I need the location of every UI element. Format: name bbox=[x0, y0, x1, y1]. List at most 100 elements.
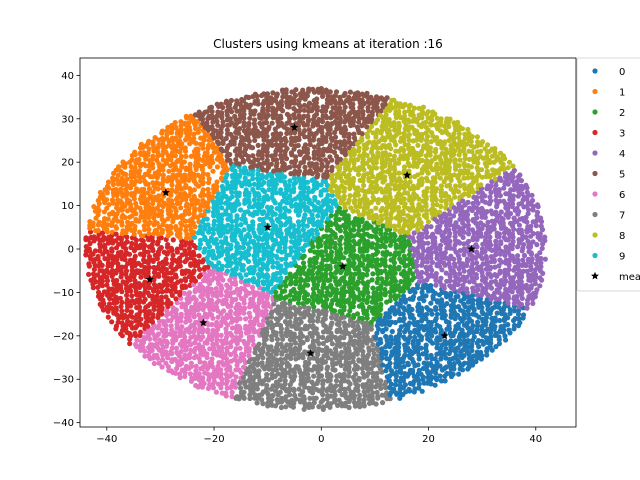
data-point-cluster-1 bbox=[195, 161, 201, 167]
data-point-cluster-3 bbox=[108, 305, 115, 311]
data-point-cluster-3 bbox=[122, 257, 128, 263]
data-point-cluster-3 bbox=[182, 276, 188, 282]
data-point-cluster-6 bbox=[182, 352, 188, 358]
data-point-cluster-3 bbox=[168, 300, 174, 306]
data-point-cluster-5 bbox=[220, 119, 226, 125]
data-point-cluster-3 bbox=[173, 289, 179, 295]
data-point-cluster-1 bbox=[159, 208, 165, 214]
data-point-cluster-2 bbox=[364, 220, 370, 226]
data-point-cluster-6 bbox=[263, 308, 269, 314]
data-point-cluster-8 bbox=[341, 201, 347, 207]
data-point-cluster-3 bbox=[138, 329, 144, 335]
data-point-cluster-2 bbox=[387, 251, 393, 257]
data-point-cluster-6 bbox=[242, 305, 248, 311]
data-point-cluster-1 bbox=[105, 183, 111, 189]
data-point-cluster-1 bbox=[146, 204, 152, 211]
data-point-cluster-8 bbox=[409, 201, 415, 207]
data-point-cluster-9 bbox=[312, 194, 318, 200]
data-point-cluster-1 bbox=[210, 141, 216, 147]
data-point-cluster-1 bbox=[158, 213, 164, 219]
data-point-cluster-1 bbox=[178, 205, 184, 211]
data-point-cluster-8 bbox=[382, 174, 388, 180]
data-point-cluster-7 bbox=[332, 367, 338, 373]
data-point-cluster-6 bbox=[160, 318, 166, 324]
data-point-cluster-6 bbox=[202, 360, 208, 366]
data-point-cluster-1 bbox=[182, 120, 188, 126]
data-point-cluster-2 bbox=[288, 278, 294, 285]
data-point-cluster-3 bbox=[145, 290, 151, 296]
data-point-cluster-8 bbox=[336, 194, 342, 200]
data-point-cluster-5 bbox=[233, 157, 239, 163]
data-point-cluster-8 bbox=[392, 183, 398, 189]
data-point-cluster-7 bbox=[325, 364, 331, 370]
data-point-cluster-3 bbox=[104, 267, 110, 273]
data-point-cluster-3 bbox=[87, 240, 93, 247]
data-point-cluster-9 bbox=[210, 231, 216, 237]
data-point-cluster-1 bbox=[187, 165, 193, 171]
data-point-cluster-2 bbox=[332, 240, 338, 247]
data-point-cluster-1 bbox=[205, 172, 211, 178]
data-point-cluster-2 bbox=[382, 268, 388, 274]
data-point-cluster-6 bbox=[193, 363, 199, 369]
data-point-cluster-1 bbox=[210, 168, 216, 174]
data-point-cluster-3 bbox=[115, 261, 121, 267]
data-point-cluster-3 bbox=[173, 296, 179, 302]
data-point-cluster-3 bbox=[95, 253, 101, 260]
data-point-cluster-2 bbox=[391, 231, 397, 237]
data-point-cluster-3 bbox=[104, 274, 110, 280]
data-point-cluster-6 bbox=[191, 294, 197, 300]
data-point-cluster-6 bbox=[163, 349, 169, 355]
data-point-cluster-6 bbox=[134, 337, 140, 343]
data-point-cluster-9 bbox=[232, 256, 238, 262]
data-point-cluster-3 bbox=[196, 253, 202, 259]
data-point-cluster-6 bbox=[145, 329, 151, 335]
data-point-cluster-2 bbox=[369, 241, 376, 247]
data-point-cluster-1 bbox=[179, 164, 185, 170]
data-point-cluster-9 bbox=[287, 178, 293, 184]
data-point-cluster-2 bbox=[341, 255, 347, 261]
data-point-cluster-1 bbox=[141, 161, 147, 167]
data-point-cluster-1 bbox=[195, 172, 201, 178]
data-point-cluster-8 bbox=[359, 187, 365, 193]
data-point-cluster-1 bbox=[183, 165, 189, 171]
data-point-cluster-1 bbox=[123, 171, 129, 177]
data-point-cluster-3 bbox=[170, 237, 176, 243]
data-point-cluster-3 bbox=[178, 278, 184, 284]
data-point-cluster-6 bbox=[193, 301, 199, 307]
data-point-cluster-7 bbox=[316, 404, 322, 410]
data-point-cluster-1 bbox=[125, 219, 131, 225]
data-point-cluster-7 bbox=[306, 305, 312, 311]
data-point-cluster-8 bbox=[405, 205, 411, 212]
data-point-cluster-3 bbox=[100, 297, 106, 303]
data-point-cluster-5 bbox=[346, 94, 352, 100]
data-point-cluster-5 bbox=[359, 91, 365, 97]
data-point-cluster-6 bbox=[219, 359, 225, 365]
data-point-cluster-6 bbox=[241, 286, 247, 292]
data-point-cluster-6 bbox=[259, 322, 266, 328]
data-point-cluster-6 bbox=[159, 349, 165, 355]
data-point-cluster-5 bbox=[346, 131, 352, 137]
data-point-cluster-3 bbox=[86, 246, 92, 252]
data-point-cluster-0 bbox=[409, 312, 415, 318]
data-point-cluster-1 bbox=[96, 219, 102, 225]
data-point-cluster-6 bbox=[236, 324, 242, 330]
data-point-cluster-3 bbox=[128, 244, 134, 251]
data-point-cluster-9 bbox=[270, 264, 276, 270]
data-point-cluster-8 bbox=[382, 143, 388, 149]
data-point-cluster-5 bbox=[252, 108, 258, 114]
data-point-cluster-1 bbox=[106, 202, 112, 208]
data-point-cluster-1 bbox=[155, 149, 161, 155]
data-point-cluster-7 bbox=[309, 379, 315, 385]
data-point-cluster-1 bbox=[195, 183, 202, 189]
data-point-cluster-1 bbox=[191, 171, 197, 177]
data-point-cluster-3 bbox=[118, 249, 124, 255]
data-point-cluster-7 bbox=[273, 357, 279, 363]
data-point-cluster-1 bbox=[146, 231, 152, 237]
data-point-cluster-9 bbox=[287, 216, 293, 222]
data-point-cluster-6 bbox=[167, 331, 174, 337]
data-point-cluster-0 bbox=[418, 334, 425, 340]
data-point-cluster-2 bbox=[305, 282, 311, 288]
data-point-cluster-5 bbox=[374, 104, 380, 111]
data-point-cluster-9 bbox=[202, 234, 208, 240]
data-point-cluster-5 bbox=[282, 135, 288, 141]
